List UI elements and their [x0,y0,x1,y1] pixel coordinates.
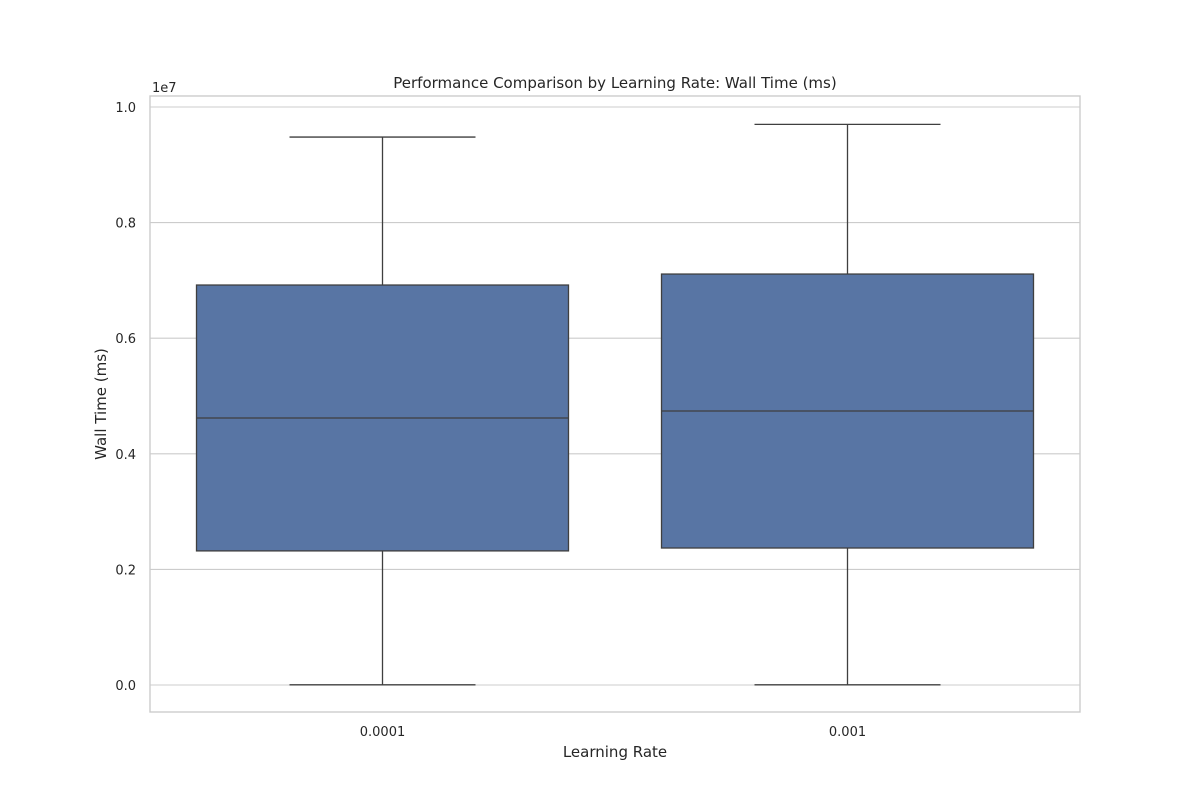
x-tick-label: 0.001 [829,725,866,740]
x-axis-label: Learning Rate [563,743,667,761]
x-tick-label: 0.0001 [360,725,406,740]
y-tick-label: 0.8 [115,217,136,232]
box-group-0.001 [660,123,1035,686]
plot-frame [149,95,1081,713]
y-tick-label: 0.2 [115,563,136,578]
y-tick-label: 0.6 [115,332,136,347]
y-tick-label: 0.4 [115,448,136,463]
y-axis-offset-label: 1e7 [152,81,177,96]
y-axis-label: Wall Time (ms) [92,348,110,460]
chart-title: Performance Comparison by Learning Rate:… [393,74,836,92]
y-axis-ticks: 0.0 0.2 0.4 0.6 0.8 1.0 [115,101,136,694]
y-tick-label: 0.0 [115,679,136,694]
box-group-0.0001 [195,136,570,686]
y-tick-label: 1.0 [115,101,136,116]
box-plot-series [195,123,1035,686]
x-axis-ticks: 0.0001 0.001 [360,725,866,740]
